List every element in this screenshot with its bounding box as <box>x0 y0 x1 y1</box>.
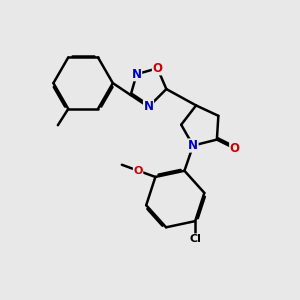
Text: N: N <box>143 100 154 113</box>
Text: O: O <box>134 166 143 176</box>
Text: N: N <box>132 68 142 81</box>
Text: Cl: Cl <box>189 234 201 244</box>
Text: O: O <box>230 142 240 155</box>
Text: N: N <box>188 139 198 152</box>
Text: O: O <box>152 62 162 75</box>
